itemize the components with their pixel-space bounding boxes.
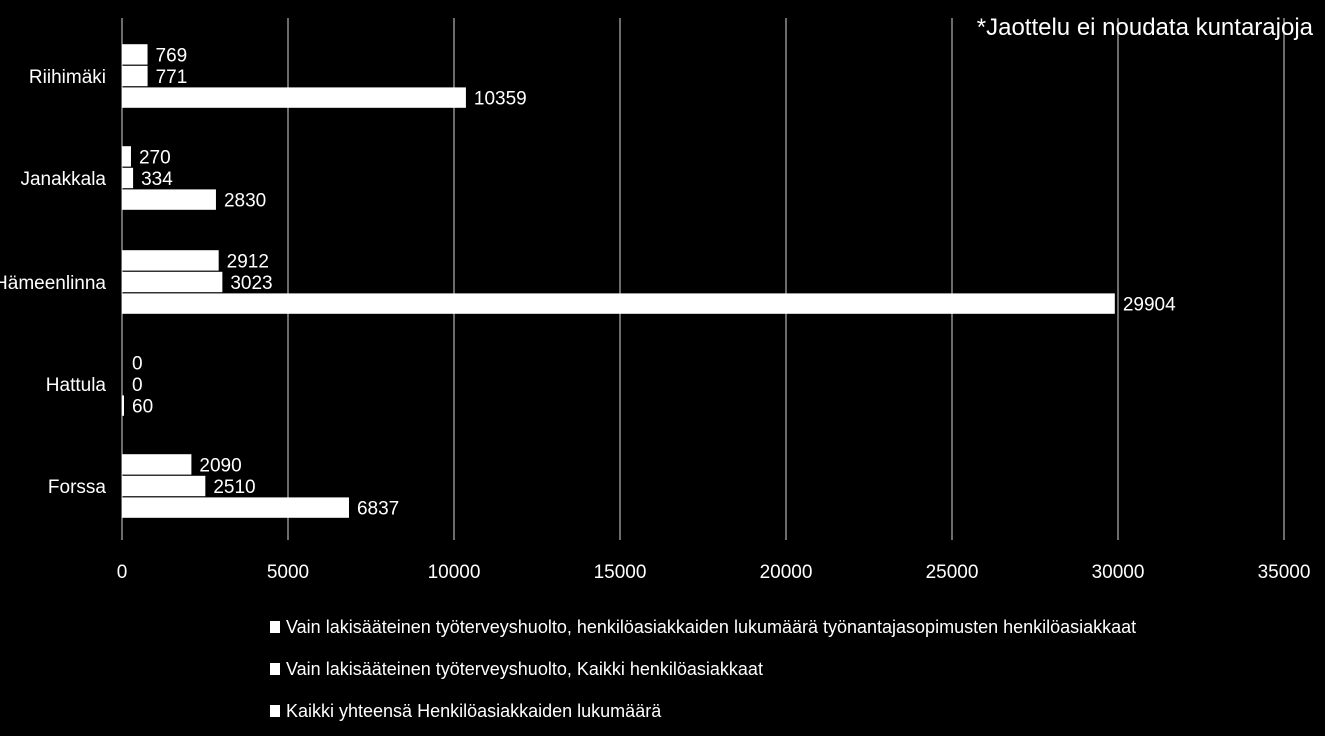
data-label: 769 [156,45,188,66]
bar [122,497,349,518]
bar [122,189,216,210]
bar [122,475,206,497]
bar [122,167,134,189]
data-label: 0 [132,353,143,374]
x-tick-label: 0 [117,562,128,583]
category-label: Riihimäki [29,67,106,88]
category-label: Janakkala [20,169,106,190]
data-label: 6837 [357,499,399,520]
x-tick-label: 25000 [926,562,979,583]
data-label: 0 [132,375,143,396]
data-label: 771 [156,67,188,88]
data-label: 29904 [1123,295,1176,316]
legend-label: Vain lakisääteinen työterveyshuolto, hen… [286,616,1137,637]
bar [122,395,124,416]
data-labels: 769 270 2912 0 2090 771 334 3023 0 2510 10359 2830 2… [132,45,1176,519]
x-tick-label: 5000 [267,562,309,583]
legend-swatch [270,621,280,633]
category-label: Hattula [46,375,107,396]
x-tick-label: 10000 [428,562,481,583]
x-tick-label: 30000 [1092,562,1145,583]
bar [122,293,1115,314]
data-label: 2912 [227,251,269,272]
bar [122,250,219,271]
bar [122,65,148,87]
x-tick-label: 20000 [760,562,813,583]
legend-item: Kaikki yhteensä Henkilöasiakkaiden lukum… [270,690,1136,732]
data-label: 3023 [230,273,272,294]
bar [122,271,223,293]
bars [122,44,1115,518]
bar [122,44,148,65]
bar [122,454,192,475]
data-label: 60 [132,397,153,418]
category-labels: Riihimäki Janakkala Hämeenlinna Hattula Fors… [0,67,106,498]
category-label: Hämeenlinna [0,273,106,294]
data-label: 334 [141,169,173,190]
legend-label: Kaikki yhteensä Henkilöasiakkaiden lukum… [286,700,662,721]
data-label: 2830 [224,191,266,212]
legend-label: Vain lakisääteinen työterveyshuolto, Kai… [286,658,763,679]
data-label: 10359 [474,89,527,110]
legend-swatch [270,663,280,675]
data-label: 2510 [213,477,255,498]
bar [122,87,466,108]
chart-annotation: *Jaottelu ei noudata kuntarajoja [976,14,1313,41]
x-tick-label: 15000 [594,562,647,583]
data-label: 2090 [199,455,241,476]
category-label: Forssa [48,477,107,498]
legend: Vain lakisääteinen työterveyshuolto, hen… [270,606,1136,732]
x-tick-labels: 0 5000 10000 15000 20000 25000 30000 35000 [117,562,1311,583]
bar [122,146,131,167]
data-label: 270 [139,147,171,168]
legend-item: Vain lakisääteinen työterveyshuolto, hen… [270,606,1136,648]
x-tick-label: 35000 [1258,562,1311,583]
legend-swatch [270,705,280,717]
legend-item: Vain lakisääteinen työterveyshuolto, Kai… [270,648,1136,690]
